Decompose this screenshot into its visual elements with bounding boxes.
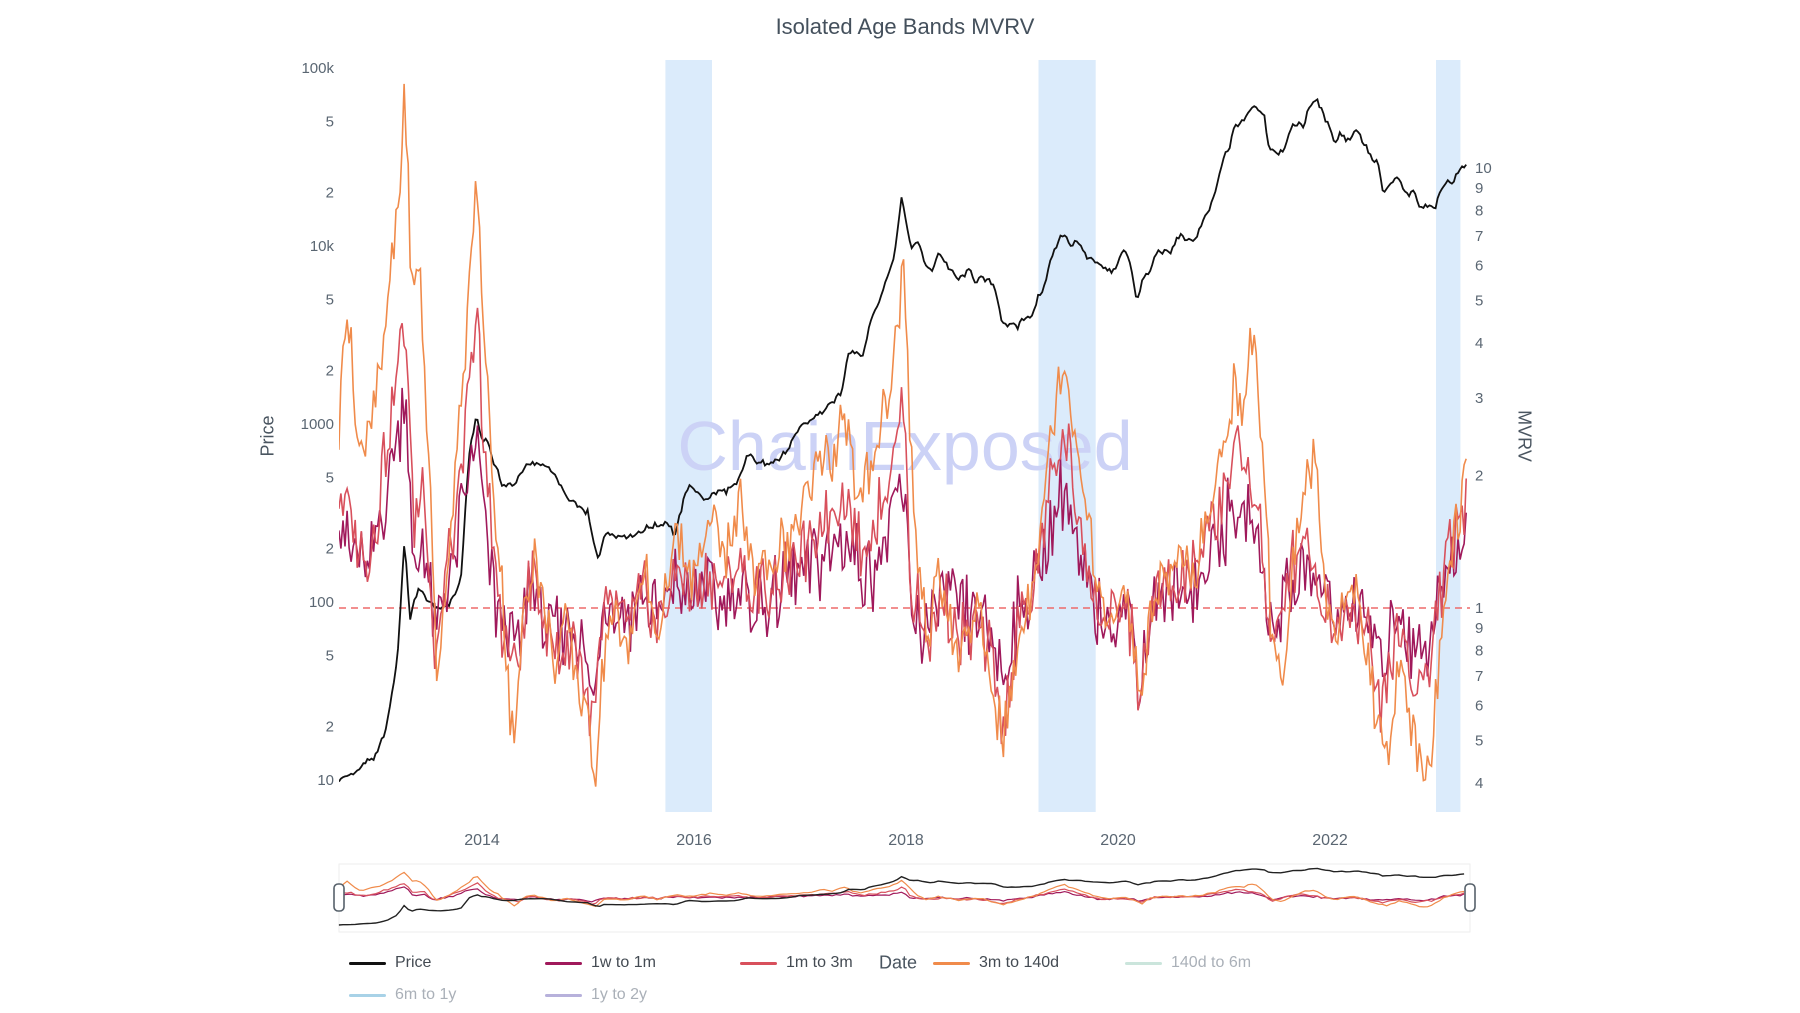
mvrv-tick-label: 3 <box>1475 390 1483 407</box>
legend-swatch <box>933 961 970 965</box>
legend-item-1m-to-3m[interactable]: 1m to 3m <box>740 952 853 974</box>
trace-3m-to-140d <box>339 83 1467 787</box>
price-tick-label: 10 <box>317 772 334 789</box>
legend-swatch <box>545 993 582 997</box>
mvrv-tick-label: 8 <box>1475 643 1483 660</box>
legend-item-140d-to-6m[interactable]: 140d to 6m <box>1125 952 1251 974</box>
legend-item-price[interactable]: Price <box>349 952 431 974</box>
plot-drag-area[interactable] <box>339 58 1470 814</box>
legend-swatch <box>740 961 777 965</box>
range-slider[interactable] <box>333 863 1476 933</box>
price-axis-ticks: 100k 5 2 10k 5 2 1000 5 2 100 5 2 10 <box>301 60 335 789</box>
mvrv-tick-label: 6 <box>1475 258 1483 275</box>
mvrv-tick-label: 5 <box>1475 292 1483 309</box>
legend-item-1w-to-1m[interactable]: 1w to 1m <box>545 952 656 974</box>
highlight-band <box>1436 60 1461 812</box>
legend-item-6m-to-1y[interactable]: 6m to 1y <box>349 984 456 1006</box>
mvrv-tick-label: 9 <box>1475 620 1483 637</box>
price-tick-label: 5 <box>326 648 334 665</box>
mvrv-axis-title: MVRV <box>1514 410 1535 462</box>
mvrv-tick-label: 8 <box>1475 203 1483 220</box>
mvrv-tick-label: 9 <box>1475 180 1483 197</box>
price-tick-label: 5 <box>326 114 334 131</box>
date-axis-title: Date <box>878 952 918 973</box>
legend-swatch <box>545 961 582 965</box>
price-tick-label: 100k <box>301 60 334 77</box>
highlight-band <box>665 60 712 812</box>
trace-1w-to-1m <box>339 387 1467 710</box>
date-axis-ticks: 2014 2016 2018 2020 2022 <box>464 832 1348 849</box>
legend-item-1y-to-2y[interactable]: 1y to 2y <box>545 984 647 1006</box>
range-slider-handle-left[interactable] <box>333 883 345 912</box>
date-tick-label: 2020 <box>1100 832 1136 849</box>
legend-swatch <box>349 961 386 965</box>
price-tick-label: 10k <box>310 238 335 255</box>
legend-label: 1m to 3m <box>786 954 853 971</box>
price-tick-label: 5 <box>326 470 334 487</box>
legend-label: Price <box>395 954 432 971</box>
legend-label: 140d to 6m <box>1171 954 1252 971</box>
price-tick-label: 5 <box>326 292 334 309</box>
price-tick-label: 2 <box>326 362 334 379</box>
legend-label: 3m to 140d <box>979 954 1060 971</box>
date-tick-label: 2014 <box>464 832 500 849</box>
price-tick-label: 2 <box>326 718 334 735</box>
range-slider-track[interactable] <box>338 863 1471 933</box>
legend-label: 1y to 2y <box>591 986 648 1003</box>
date-tick-label: 2018 <box>888 832 924 849</box>
mvrv-tick-label: 5 <box>1475 732 1483 749</box>
trace-price <box>339 97 1467 783</box>
mvrv-tick-label: 7 <box>1475 228 1483 245</box>
price-tick-label: 2 <box>326 184 334 201</box>
mvrv-tick-label: 1 <box>1475 600 1483 617</box>
chart-title: Isolated Age Bands MVRV <box>775 14 1035 39</box>
highlight-band <box>1038 60 1096 812</box>
price-tick-label: 2 <box>326 540 334 557</box>
date-tick-label: 2022 <box>1312 832 1348 849</box>
legend-item-3m-to-140d[interactable]: 3m to 140d <box>933 952 1059 974</box>
highlight-bands <box>665 60 1461 812</box>
mvrv-tick-label: 2 <box>1475 468 1483 485</box>
plot-traces <box>339 83 1467 787</box>
mvrv-tick-label: 6 <box>1475 698 1483 715</box>
mvrv-axis-ticks: 10 9 8 7 6 5 4 3 2 1 9 8 7 6 5 4 <box>1475 160 1492 792</box>
price-axis-title: Price <box>257 415 278 457</box>
slider-trace-3m-to-140d <box>338 871 1465 908</box>
range-slider-handle-right[interactable] <box>1464 883 1476 912</box>
slider-trace-price <box>338 867 1465 926</box>
legend-label: 6m to 1y <box>395 986 457 1003</box>
legend-swatch <box>1125 961 1162 965</box>
mvrv-tick-label: 10 <box>1475 160 1492 177</box>
legend-label: 1w to 1m <box>591 954 656 971</box>
legend-swatch <box>349 993 386 997</box>
mvrv-tick-label: 4 <box>1475 335 1483 352</box>
mvrv-tick-label: 4 <box>1475 775 1483 792</box>
price-tick-label: 1000 <box>301 416 334 433</box>
mvrv-tick-label: 7 <box>1475 668 1483 685</box>
price-tick-label: 100 <box>309 594 334 611</box>
date-tick-label: 2016 <box>676 832 712 849</box>
